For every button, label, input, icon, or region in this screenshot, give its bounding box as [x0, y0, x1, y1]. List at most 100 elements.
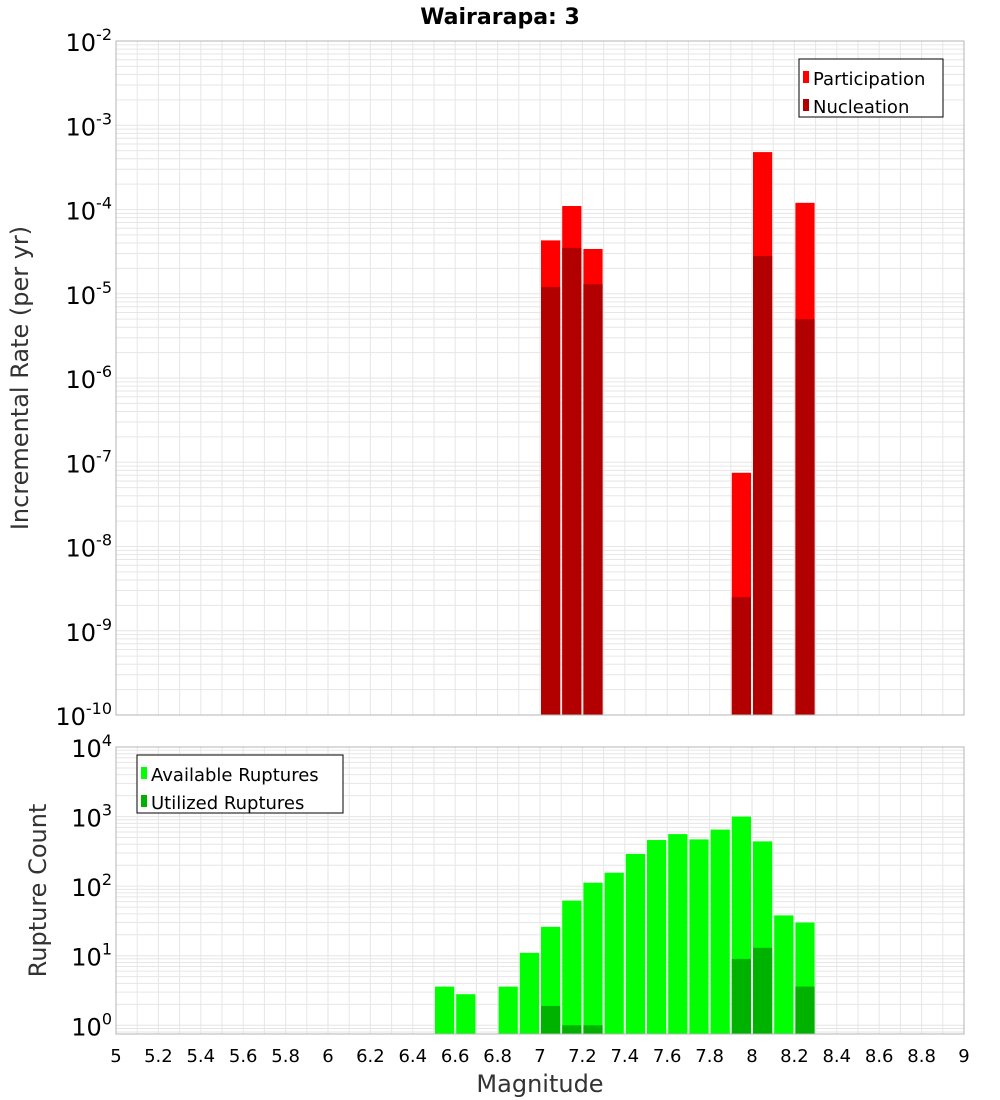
- y-tick-exponent: 0: [102, 1009, 112, 1028]
- y-tick-base: 10: [71, 735, 102, 763]
- rupture-available-bar: [435, 986, 455, 1034]
- y-tick-label: 10-4: [66, 194, 113, 226]
- rate-nucleation-bar: [562, 247, 582, 715]
- x-tick-label: 9: [958, 1046, 969, 1067]
- y-tick-base: 10: [55, 703, 86, 731]
- plot-frame: [115, 746, 965, 1035]
- y-tick-base: 10: [66, 113, 97, 141]
- rupture-utilized-bar: [583, 1025, 603, 1034]
- y-tick-exponent: 3: [102, 801, 112, 820]
- x-tick-label: 8: [746, 1046, 757, 1067]
- y-axis-label: Rupture Count: [24, 804, 52, 978]
- legend-box: [798, 58, 944, 118]
- legend: Participation Nucleation: [798, 58, 944, 118]
- y-tick-exponent: -8: [96, 531, 112, 550]
- x-tick-label: 5.2: [144, 1046, 173, 1067]
- x-axis-label: Magnitude: [476, 1070, 603, 1098]
- y-tick-base: 10: [66, 450, 97, 478]
- y-tick-label: 101: [71, 940, 112, 972]
- y-tick-base: 10: [66, 619, 97, 647]
- rate-nucleation-bar: [753, 256, 773, 715]
- y-tick-exponent: -2: [96, 25, 112, 44]
- y-tick-base: 10: [71, 874, 102, 902]
- y-tick-exponent: 1: [102, 940, 112, 959]
- rupture-available-bar: [456, 994, 476, 1034]
- legend-label: Utilized Ruptures: [151, 793, 304, 814]
- rupture-available-bar: [562, 900, 582, 1034]
- rupture-utilized-bar: [541, 1005, 561, 1034]
- rupture-available-bar: [498, 986, 518, 1034]
- rupture-available-bar: [604, 872, 624, 1034]
- x-tick-label: 6.4: [398, 1046, 427, 1067]
- rupture-utilized-bar: [753, 947, 773, 1034]
- y-tick-base: 10: [71, 805, 102, 833]
- x-tick-label: 8.6: [865, 1046, 894, 1067]
- y-tick-label: 103: [71, 801, 112, 833]
- grid: [115, 40, 965, 716]
- y-tick-label: 10-9: [66, 615, 113, 647]
- y-tick-label: 10-8: [66, 531, 113, 563]
- y-tick-base: 10: [66, 29, 97, 57]
- legend-box: [136, 754, 344, 814]
- legend-swatch: [141, 767, 147, 779]
- rupture-available-bar: [625, 853, 645, 1034]
- y-tick-label: 10-3: [66, 109, 113, 141]
- rupture-available-bar: [689, 839, 709, 1034]
- y-tick-exponent: -4: [96, 194, 112, 213]
- x-tick-label: 7: [534, 1046, 545, 1067]
- x-tick-label: 7.2: [568, 1046, 597, 1067]
- y-tick-exponent: -9: [96, 615, 112, 634]
- rate-nucleation-bar: [583, 284, 603, 715]
- x-tick-label: 6.6: [441, 1046, 470, 1067]
- y-tick-label: 100: [71, 1009, 112, 1041]
- y-tick-label: 10-6: [66, 362, 113, 394]
- x-tick-label: 5.4: [186, 1046, 215, 1067]
- legend-label: Participation: [813, 69, 925, 90]
- rate-nucleation-bar: [541, 287, 561, 715]
- y-axis-label: Incremental Rate (per yr): [6, 226, 34, 530]
- rupture-available-bar: [774, 915, 794, 1034]
- rupture-available-bar: [647, 840, 667, 1034]
- legend-swatch: [803, 71, 809, 83]
- x-tick-label: 7.6: [653, 1046, 682, 1067]
- x-tick-label: 8.8: [907, 1046, 936, 1067]
- y-tick-exponent: -7: [96, 446, 112, 465]
- rupture-utilized-bar: [562, 1025, 582, 1034]
- x-tick-label: 6.2: [356, 1046, 385, 1067]
- rate-nucleation-bar: [731, 597, 751, 715]
- y-tick-label: 104: [71, 731, 112, 763]
- x-tick-label: 7.8: [695, 1046, 724, 1067]
- y-tick-base: 10: [71, 1013, 102, 1041]
- x-tick-label: 8.2: [780, 1046, 809, 1067]
- legend-swatch: [803, 99, 809, 111]
- legend-swatch: [141, 795, 147, 807]
- y-tick-exponent: 2: [102, 870, 112, 889]
- rupture-available-bar: [583, 882, 603, 1034]
- x-tick-label: 6: [322, 1046, 333, 1067]
- incremental-rate-chart: 10-1010-910-810-710-610-510-410-310-2Inc…: [6, 25, 965, 731]
- y-tick-base: 10: [66, 366, 97, 394]
- legend-label: Nucleation: [813, 97, 909, 118]
- rupture-available-bar: [519, 952, 539, 1034]
- y-tick-base: 10: [66, 198, 97, 226]
- y-tick-label: 102: [71, 870, 112, 902]
- y-tick-label: 10-10: [55, 699, 112, 731]
- x-tick-label: 5.6: [229, 1046, 258, 1067]
- y-tick-exponent: -10: [86, 699, 112, 718]
- x-tick-label: 5: [110, 1046, 121, 1067]
- y-tick-exponent: 4: [102, 731, 112, 750]
- y-tick-base: 10: [71, 944, 102, 972]
- legend: Available Ruptures Utilized Ruptures: [136, 754, 344, 814]
- y-tick-exponent: -6: [96, 362, 112, 381]
- rupture-utilized-bar: [731, 958, 751, 1034]
- plot-frame: [115, 40, 965, 716]
- legend-label: Available Ruptures: [151, 765, 319, 786]
- rupture-utilized-bar: [795, 986, 815, 1034]
- y-tick-exponent: -3: [96, 109, 112, 128]
- x-tick-label: 7.4: [610, 1046, 639, 1067]
- rupture-available-bar: [668, 834, 688, 1034]
- x-tick-label: 6.8: [483, 1046, 512, 1067]
- y-tick-label: 10-2: [66, 25, 113, 57]
